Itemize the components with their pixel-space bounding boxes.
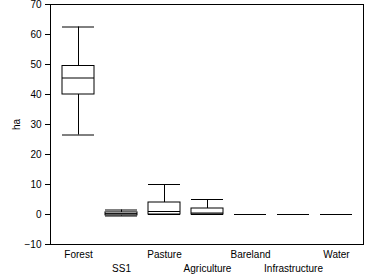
- svg-text:Pasture: Pasture: [147, 249, 182, 260]
- svg-text:Water: Water: [323, 249, 350, 260]
- svg-text:30: 30: [30, 119, 42, 130]
- svg-text:40: 40: [30, 89, 42, 100]
- svg-text:Bareland: Bareland: [230, 249, 270, 260]
- svg-text:−10: −10: [25, 239, 42, 250]
- svg-text:50: 50: [30, 59, 42, 70]
- svg-text:10: 10: [30, 179, 42, 190]
- svg-text:70: 70: [30, 0, 42, 10]
- svg-text:Infrastructure: Infrastructure: [264, 263, 323, 274]
- svg-text:20: 20: [30, 149, 42, 160]
- svg-text:60: 60: [30, 29, 42, 40]
- svg-text:Forest: Forest: [64, 249, 93, 260]
- svg-text:0: 0: [36, 209, 42, 220]
- svg-text:ha: ha: [11, 119, 22, 131]
- svg-text:SS1: SS1: [112, 263, 131, 274]
- svg-text:Agriculture: Agriculture: [184, 263, 232, 274]
